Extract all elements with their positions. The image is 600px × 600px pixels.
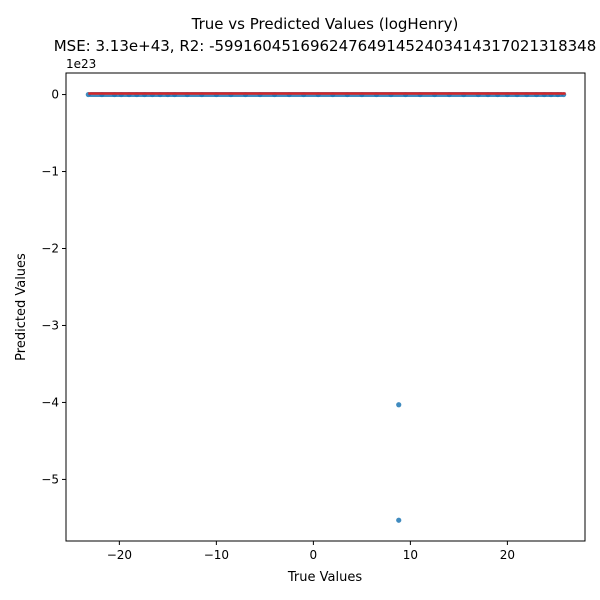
y-tick-label: −3 (41, 318, 59, 332)
y-tick-label: −4 (41, 395, 59, 409)
x-tick-label: −20 (107, 548, 132, 562)
x-axis-label: True Values (287, 570, 362, 585)
y-tick-label: 0 (51, 88, 59, 102)
scatter-point (396, 402, 402, 408)
plot-marks (85, 91, 567, 523)
y-tick-label: −5 (41, 472, 59, 486)
chart-title: True vs Predicted Values (logHenry) (191, 15, 459, 33)
y-axis-ticks: 0 −1 −2 −3 −4 −5 (41, 88, 66, 486)
chart-subtitle: MSE: 3.13e+43, R2: -59916045169624764914… (54, 37, 597, 55)
plot-frame (65, 72, 586, 542)
x-tick-label: 10 (403, 548, 418, 562)
x-tick-label: −10 (204, 548, 229, 562)
y-tick-label: −1 (41, 165, 59, 179)
x-tick-label: 0 (310, 548, 318, 562)
x-tick-label: 20 (500, 548, 515, 562)
y-axis-label: Predicted Values (14, 253, 29, 361)
y-offset-label: 1e23 (66, 57, 96, 71)
y-tick-label: −2 (41, 242, 59, 256)
scatter-point (396, 517, 402, 523)
x-axis-ticks: −20 −10 0 10 20 (107, 541, 515, 562)
